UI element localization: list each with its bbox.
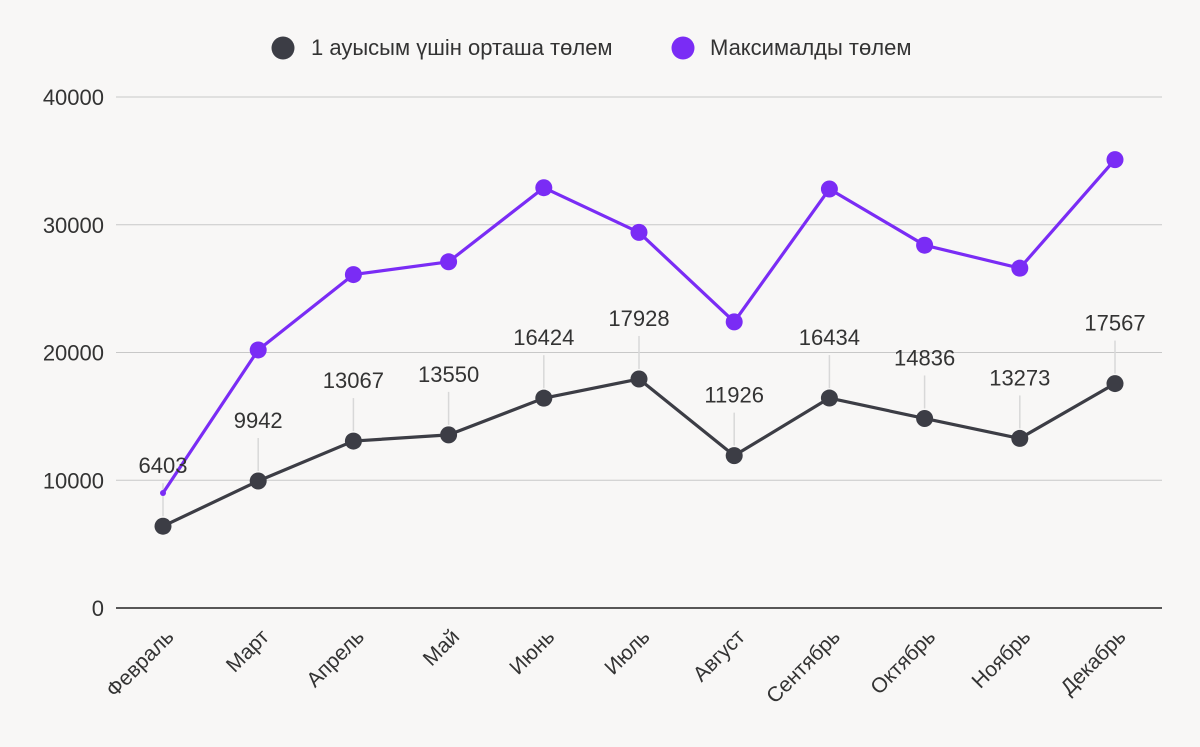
legend-marker-icon: [671, 36, 695, 60]
max-payment-point: [440, 253, 458, 271]
y-tick-label: 20000: [43, 341, 104, 366]
max-payment-point: [630, 223, 648, 241]
legend-label: 1 ауысым үшін орташа төлем: [311, 35, 613, 60]
x-tick-label: Ноябрь: [968, 625, 1036, 693]
max-payment-point: [725, 313, 743, 331]
average-payment-point: [344, 432, 362, 450]
max-payment-point: [535, 179, 553, 197]
average-payment-point: [820, 389, 838, 407]
x-tick-label: Декабрь: [1056, 625, 1130, 699]
data-label: 6403: [139, 453, 188, 478]
average-payment-point: [725, 447, 743, 465]
legend: 1 ауысым үшін орташа төлем Максималды төл…: [271, 35, 911, 60]
x-tick-label: Март: [222, 625, 274, 677]
data-label: 16424: [513, 325, 574, 350]
x-axis-ticks: Февраль Март Апрель Май Июнь Июль Август Сентяб…: [102, 625, 1131, 708]
legend-marker-icon: [271, 36, 295, 60]
max-payment-point: [820, 180, 838, 198]
average-payment-point: [916, 409, 934, 427]
average-payment-line: [161, 377, 1117, 528]
max-payment-point: [160, 490, 166, 497]
x-tick-label: Сентябрь: [762, 625, 845, 708]
average-payment-point: [1011, 429, 1029, 447]
data-label: 11926: [704, 383, 764, 408]
data-label: 17928: [608, 306, 669, 331]
data-label: 9942: [234, 408, 283, 433]
average-payment-point: [154, 517, 172, 535]
y-tick-label: 40000: [43, 85, 104, 110]
y-axis-ticks: 0 10000 20000 30000 40000: [43, 85, 104, 621]
average-payment-point: [249, 472, 267, 490]
average-payment-point: [630, 370, 648, 388]
data-label: 14836: [894, 345, 955, 370]
x-tick-label: Апрель: [302, 625, 369, 692]
max-payment-point: [249, 341, 267, 359]
max-payment-point: [344, 266, 362, 284]
max-payment-point: [916, 236, 934, 254]
data-label: 13067: [323, 368, 384, 393]
data-points: [154, 151, 1124, 535]
x-tick-label: Июль: [600, 625, 654, 679]
average-payment-point: [1106, 375, 1124, 393]
y-tick-label: 0: [92, 596, 104, 621]
x-tick-label: Октябрь: [866, 625, 940, 699]
x-tick-label: Июнь: [505, 625, 559, 679]
y-tick-label: 10000: [43, 468, 104, 493]
max-payment-point: [1106, 151, 1124, 169]
data-labels: 6403 9942 13067 13550 16424 17928 11926 16434 14…: [139, 306, 1146, 478]
data-label: 13550: [418, 362, 479, 387]
y-tick-label: 30000: [43, 213, 104, 238]
data-label-leaders: [162, 335, 1116, 517]
data-label: 13273: [989, 365, 1050, 390]
x-tick-label: Май: [419, 625, 464, 670]
legend-label: Максималды төлем: [710, 35, 911, 60]
data-label: 16434: [799, 325, 860, 350]
average-payment-point: [535, 389, 553, 407]
max-payment-point: [1011, 259, 1029, 277]
average-payment-point: [440, 426, 458, 444]
data-label: 17567: [1084, 311, 1145, 336]
x-tick-label: Февраль: [102, 625, 179, 702]
x-tick-label: Август: [689, 625, 750, 686]
